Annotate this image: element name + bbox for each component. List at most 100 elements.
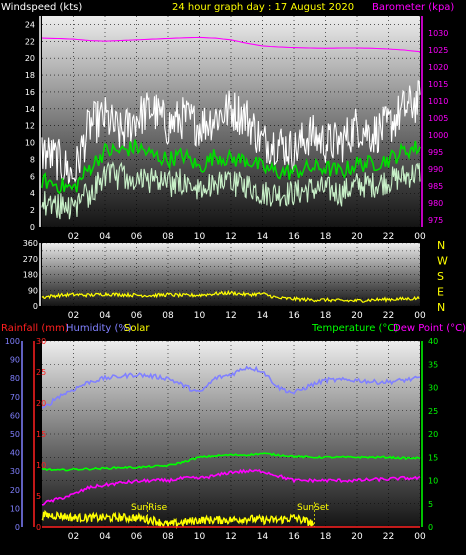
rain-y-tick-label: 5 [36, 492, 41, 501]
temp-x-tick-label: 20 [351, 532, 363, 542]
humidity-y-tick-label: 0 [15, 523, 20, 532]
baro-y-tick-label: 995 [428, 148, 443, 157]
series-average-line [41, 139, 421, 195]
solar-label: Solar [124, 323, 150, 334]
wind-x-tick-label: 00 [414, 232, 426, 242]
windspeed-label: Windspeed (kts) [1, 2, 82, 13]
wind-x-tick-label: 18 [320, 232, 332, 242]
direction-x-tick-label: 14 [257, 311, 269, 321]
rainfall-label: Rainfall (mm) [1, 323, 69, 334]
rain-y-tick-label: 0 [36, 523, 41, 532]
temp-humidity-panel: 0510152025303540010203040506070809010005… [5, 337, 438, 542]
rain-y-tick-label: 20 [36, 399, 46, 408]
temp-grid [42, 340, 421, 528]
direction-x-tick-label: 22 [383, 311, 394, 321]
direction-x-tick-label: 02 [68, 311, 79, 321]
humidity-label: Humidity (%) [66, 323, 132, 334]
temp-x-tick-label: 08 [162, 532, 174, 542]
compass-label-e: E [437, 286, 444, 299]
baro-y-tick-label: 1030 [428, 29, 448, 38]
direction-x-tick-label: 10 [194, 311, 206, 321]
direction-series [41, 289, 420, 303]
rain-y-tick-label: 25 [36, 368, 46, 377]
compass-label-n: N [437, 301, 445, 314]
direction-x-tick-label: 08 [162, 311, 174, 321]
temp-y-tick-label: 15 [428, 453, 438, 462]
series-gust-line [41, 80, 421, 185]
baro-y-tick-label: 975 [428, 216, 443, 225]
wind-y-tick-label: 6 [30, 172, 35, 181]
series-dew-point-line [41, 468, 421, 506]
series-humidity-line [41, 365, 421, 409]
baro-y-tick-label: 985 [428, 182, 443, 191]
wind-axes: 0246810121416182022249759809859909951000… [25, 16, 448, 242]
series-solar-line [41, 509, 315, 530]
direction-x-tick-label: 12 [225, 311, 236, 321]
wind-y-tick-label: 2 [30, 206, 35, 215]
temp-y-tick-label: 0 [428, 523, 433, 532]
series-direction-line [41, 289, 420, 303]
baro-y-tick-label: 1015 [428, 80, 448, 89]
direction-y-tick-label: 90 [28, 286, 38, 295]
compass-label-n: N [437, 239, 445, 252]
humidity-y-tick-label: 20 [10, 486, 20, 495]
humidity-y-tick-label: 50 [10, 430, 20, 439]
baro-y-tick-label: 1010 [428, 97, 448, 106]
temp-x-tick-label: 12 [225, 532, 236, 542]
wind-y-tick-label: 22 [25, 37, 35, 46]
humidity-y-tick-label: 10 [10, 504, 20, 513]
wind-x-tick-label: 02 [68, 232, 79, 242]
chart-title: 24 hour graph day : 17 August 2020 [172, 2, 354, 13]
sunset-label: SunSet [297, 503, 329, 513]
wind-x-tick-label: 10 [194, 232, 206, 242]
temp-x-tick-label: 02 [68, 532, 79, 542]
direction-x-tick-label: 00 [414, 311, 426, 321]
humidity-y-tick-label: 30 [10, 467, 20, 476]
direction-y-tick-label: 0 [33, 302, 38, 311]
wind-y-tick-label: 12 [25, 122, 35, 131]
wind-y-tick-label: 4 [30, 189, 35, 198]
wind-y-tick-label: 18 [25, 71, 35, 80]
direction-y-tick-label: 180 [23, 271, 38, 280]
humidity-y-tick-label: 80 [10, 374, 20, 383]
temp-x-tick-label: 18 [320, 532, 332, 542]
humidity-y-tick-label: 100 [5, 337, 20, 346]
temp-x-tick-label: 00 [414, 532, 426, 542]
direction-x-tick-label: 06 [131, 311, 143, 321]
temp-x-tick-label: 22 [383, 532, 394, 542]
temp-x-tick-label: 10 [194, 532, 206, 542]
series-barometer-line [41, 36, 421, 53]
series-lull-line [41, 161, 421, 220]
temperature-label: Temperature (°C) [311, 323, 398, 334]
direction-y-tick-label: 270 [23, 255, 38, 264]
wind-x-tick-label: 06 [131, 232, 143, 242]
sunrise-label: SunRise [131, 503, 168, 513]
wind-y-tick-label: 8 [30, 155, 35, 164]
wind-series [41, 36, 421, 220]
wind-x-tick-label: 14 [257, 232, 269, 242]
rain-y-tick-label: 15 [36, 430, 46, 439]
direction-x-tick-label: 18 [320, 311, 332, 321]
rain-y-tick-label: 30 [36, 337, 46, 346]
wind-x-tick-label: 22 [383, 232, 394, 242]
wind-y-tick-label: 16 [25, 88, 35, 97]
wind-y-tick-label: 20 [25, 54, 35, 63]
baro-y-tick-label: 980 [428, 199, 443, 208]
temp-axes: 0510152025303540010203040506070809010005… [5, 337, 438, 542]
baro-y-tick-label: 1000 [428, 131, 448, 140]
baro-y-tick-label: 990 [428, 165, 443, 174]
baro-y-tick-label: 1025 [428, 46, 448, 55]
humidity-y-tick-label: 90 [10, 356, 20, 365]
compass-label-w: W [437, 255, 448, 268]
wind-y-tick-label: 14 [25, 105, 35, 114]
direction-x-tick-label: 16 [288, 311, 300, 321]
barometer-label: Barometer (kpa) [372, 2, 454, 13]
temp-y-tick-label: 10 [428, 477, 438, 486]
temp-y-tick-label: 35 [428, 360, 438, 369]
direction-x-tick-label: 20 [351, 311, 363, 321]
wind-y-tick-label: 0 [30, 223, 35, 232]
humidity-y-tick-label: 40 [10, 449, 20, 458]
